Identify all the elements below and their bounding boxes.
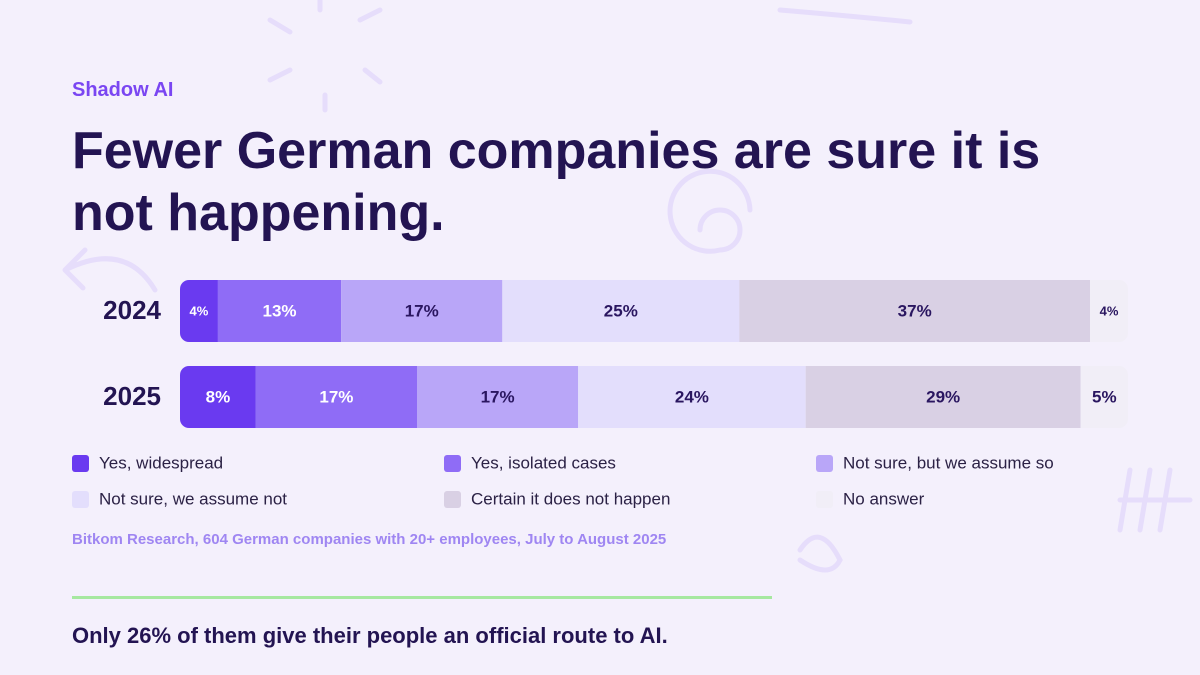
legend-label: No answer bbox=[843, 489, 925, 508]
chart-title: Fewer German companies are sure it is no… bbox=[72, 122, 1041, 242]
eyebrow: Shadow AI bbox=[72, 79, 174, 101]
value-label: 4% bbox=[1100, 303, 1119, 318]
legend-swatch bbox=[72, 491, 89, 508]
bar-segment bbox=[341, 280, 503, 342]
bar-segment bbox=[805, 366, 1081, 428]
value-label: 17% bbox=[405, 301, 439, 320]
bar-segment bbox=[1090, 280, 1128, 342]
legend-swatch bbox=[444, 491, 461, 508]
bar-segment bbox=[255, 366, 417, 428]
bar-segment bbox=[217, 280, 342, 342]
bar-segment bbox=[417, 366, 579, 428]
legend-swatch bbox=[816, 455, 833, 472]
value-label: 29% bbox=[926, 387, 960, 406]
bar-segment bbox=[502, 280, 740, 342]
value-label: 17% bbox=[481, 387, 515, 406]
value-label: 8% bbox=[206, 387, 231, 406]
value-label: 24% bbox=[675, 387, 709, 406]
value-label: 4% bbox=[190, 303, 209, 318]
bar-segment bbox=[180, 280, 218, 342]
bar-segment bbox=[739, 280, 1091, 342]
bar-segment bbox=[578, 366, 806, 428]
category-label: 2024 bbox=[103, 295, 161, 325]
value-label: 37% bbox=[898, 301, 932, 320]
legend-swatch bbox=[72, 455, 89, 472]
bar-segment bbox=[1080, 366, 1128, 428]
value-label: 17% bbox=[319, 387, 353, 406]
legend-label: Yes, widespread bbox=[99, 453, 223, 472]
bar-row bbox=[180, 280, 1128, 342]
divider bbox=[72, 596, 772, 599]
footer-text: Only 26% of them give their people an of… bbox=[72, 623, 668, 648]
legend-label: Certain it does not happen bbox=[471, 489, 670, 508]
bar-segment bbox=[180, 366, 256, 428]
legend-label: Not sure, but we assume so bbox=[843, 453, 1054, 472]
value-label: 5% bbox=[1092, 387, 1117, 406]
legend-label: Yes, isolated cases bbox=[471, 453, 616, 472]
category-label: 2025 bbox=[103, 381, 161, 411]
legend-swatch bbox=[816, 491, 833, 508]
value-label: 13% bbox=[263, 301, 297, 320]
source-note: Bitkom Research, 604 German companies wi… bbox=[72, 531, 667, 548]
value-label: 25% bbox=[604, 301, 638, 320]
bar-row bbox=[180, 366, 1128, 428]
legend-swatch bbox=[444, 455, 461, 472]
legend-label: Not sure, we assume not bbox=[99, 489, 287, 508]
